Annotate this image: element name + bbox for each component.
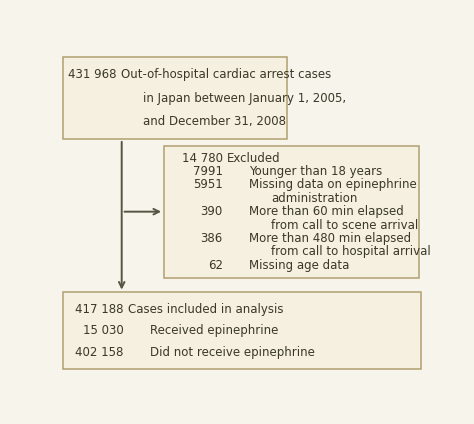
Text: Received epinephrine: Received epinephrine	[150, 324, 278, 338]
Text: Missing age data: Missing age data	[249, 259, 349, 272]
Text: 62: 62	[208, 259, 223, 272]
Text: Out-of-hospital cardiac arrest cases: Out-of-hospital cardiac arrest cases	[120, 68, 331, 81]
FancyBboxPatch shape	[164, 145, 419, 278]
Text: Did not receive epinephrine: Did not receive epinephrine	[150, 346, 315, 359]
Text: and December 31, 2008: and December 31, 2008	[143, 115, 286, 128]
Text: 5951: 5951	[193, 179, 223, 191]
Text: Cases included in analysis: Cases included in analysis	[128, 303, 283, 316]
Text: 417 188: 417 188	[75, 303, 124, 316]
FancyBboxPatch shape	[63, 293, 421, 369]
Text: 402 158: 402 158	[75, 346, 124, 359]
FancyBboxPatch shape	[63, 57, 287, 139]
Text: from call to scene arrival: from call to scene arrival	[271, 218, 419, 232]
Text: 386: 386	[201, 232, 223, 245]
Text: 15 030: 15 030	[83, 324, 124, 338]
Text: Excluded: Excluded	[227, 152, 281, 165]
Text: More than 480 min elapsed: More than 480 min elapsed	[249, 232, 411, 245]
Text: 14 780: 14 780	[182, 152, 223, 165]
Text: Younger than 18 years: Younger than 18 years	[249, 165, 383, 178]
Text: 431 968: 431 968	[68, 68, 116, 81]
Text: in Japan between January 1, 2005,: in Japan between January 1, 2005,	[143, 92, 346, 105]
Text: Missing data on epinephrine: Missing data on epinephrine	[249, 179, 417, 191]
Text: More than 60 min elapsed: More than 60 min elapsed	[249, 205, 404, 218]
Text: 7991: 7991	[193, 165, 223, 178]
Text: administration: administration	[271, 192, 357, 205]
Text: from call to hospital arrival: from call to hospital arrival	[271, 245, 431, 258]
Text: 390: 390	[201, 205, 223, 218]
